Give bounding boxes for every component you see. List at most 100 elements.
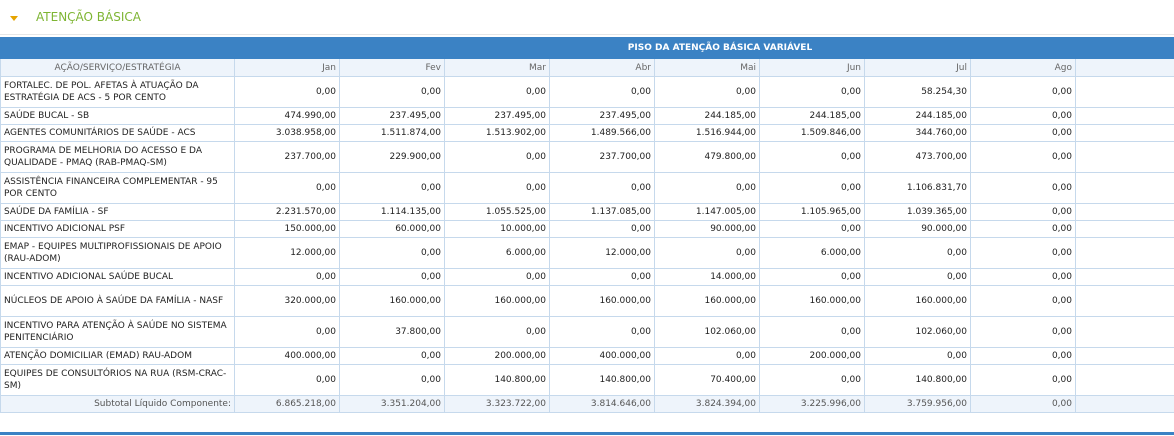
subtotal-value: 6.865.218,00 <box>234 395 340 413</box>
table-row: SAÚDE BUCAL - SB 474.990,00 237.495,00 237.… <box>0 107 1174 125</box>
cell-value: 0,00 <box>970 203 1076 221</box>
table-row: INCENTIVO ADICIONAL PSF 150.000,00 60.000,… <box>0 220 1174 238</box>
cell-value: 0,00 <box>759 220 865 238</box>
cell-value: 0,00 <box>444 172 550 204</box>
cell-value: 344.760,00 <box>864 124 971 142</box>
cell-value: 0,00 <box>339 268 445 286</box>
table-row: NÚCLEOS DE APOIO À SAÚDE DA FAMÍLIA - NA… <box>0 285 1174 317</box>
cell-value: 0,00 <box>444 76 550 108</box>
group-header-title: PISO DA ATENÇÃO BÁSICA VARIÁVEL <box>234 37 1174 59</box>
row-label: SAÚDE DA FAMÍLIA - SF <box>0 203 235 221</box>
cell-value: 244.185,00 <box>759 107 865 125</box>
cell-value: 0,00 <box>970 237 1076 269</box>
cell-value: 479.800,00 <box>654 141 760 173</box>
cell-value: 1.055.525,00 <box>444 203 550 221</box>
cell-value: 1.489.566,00 <box>549 124 655 142</box>
subtotal-value: 0,00 <box>1075 395 1174 413</box>
subtotal-label: Subtotal Líquido Componente: <box>0 395 235 413</box>
cell-value: 0,00 <box>864 268 971 286</box>
cell-value: 0,00 <box>444 316 550 348</box>
cell-value: 0,00 <box>339 237 445 269</box>
table-row: FORTALEC. DE POL. AFETAS À ATUAÇÃO DA ES… <box>0 76 1174 108</box>
cell-value: 0,00 <box>1075 172 1174 204</box>
cell-value: 0,00 <box>339 364 445 396</box>
cell-value: 0,00 <box>970 268 1076 286</box>
row-label: INCENTIVO ADICIONAL SAÚDE BUCAL <box>0 268 235 286</box>
column-header-action: AÇÃO/SERVIÇO/ESTRATÉGIA <box>0 58 235 77</box>
row-label: NÚCLEOS DE APOIO À SAÚDE DA FAMÍLIA - NA… <box>0 285 235 317</box>
column-header-month: Fev <box>339 58 445 77</box>
cell-value: 0,00 <box>444 141 550 173</box>
cell-value: 0,00 <box>970 172 1076 204</box>
cell-value: 140.800,00 <box>444 364 550 396</box>
cell-value: 60.000,00 <box>339 220 445 238</box>
cell-value: 140.800,00 <box>549 364 655 396</box>
cell-value: 0,00 <box>970 364 1076 396</box>
cell-value: 0,00 <box>759 76 865 108</box>
cell-value: 0,00 <box>970 285 1076 317</box>
table-row: AGENTES COMUNITÁRIOS DE SAÚDE - ACS 3.038… <box>0 124 1174 142</box>
row-label: AGENTES COMUNITÁRIOS DE SAÚDE - ACS <box>0 124 235 142</box>
cell-value: 12.000,00 <box>549 237 655 269</box>
table-row: EMAP - EQUIPES MULTIPROFISSIONAIS DE APO… <box>0 237 1174 269</box>
cell-value: 0,00 <box>654 76 760 108</box>
caret-down-icon[interactable] <box>10 15 18 21</box>
cell-value: 0,00 <box>970 347 1076 365</box>
table-row: PROGRAMA DE MELHORIA DO ACESSO E DA QUAL… <box>0 141 1174 173</box>
cell-value: 6.000,00 <box>444 237 550 269</box>
column-header-month: Mar <box>444 58 550 77</box>
cell-value: 0,00 <box>1075 364 1174 396</box>
cell-value: 102.060,00 <box>864 316 971 348</box>
cell-value: 237.700,00 <box>234 141 340 173</box>
cell-value: 90.000,00 <box>864 220 971 238</box>
cell-value: 0,00 <box>1075 347 1174 365</box>
cell-value: 1.106.831,70 <box>864 172 971 204</box>
cell-value: 474.990,00 <box>234 107 340 125</box>
cell-value: 0,00 <box>1075 237 1174 269</box>
cell-value: 1.509.846,00 <box>759 124 865 142</box>
cell-value: 90.000,00 <box>654 220 760 238</box>
cell-value: 0,00 <box>339 172 445 204</box>
column-header-month: Jun <box>759 58 865 77</box>
cell-value: 6.000,00 <box>759 237 865 269</box>
cell-value: 0,00 <box>234 268 340 286</box>
column-header-month: Jul <box>864 58 971 77</box>
cell-value: 1.516.944,00 <box>654 124 760 142</box>
cell-value: 1.511.874,00 <box>339 124 445 142</box>
row-label: ASSISTÊNCIA FINANCEIRA COMPLEMENTAR - 95… <box>0 172 235 204</box>
table-container: PISO DA ATENÇÃO BÁSICA VARIÁVEL AÇÃO/SER… <box>0 37 1174 419</box>
cell-value: 0,00 <box>1075 220 1174 238</box>
cell-value: 1.114.135,00 <box>339 203 445 221</box>
cell-value: 0,00 <box>1075 76 1174 108</box>
cell-value: 0,00 <box>970 124 1076 142</box>
cell-value: 12.000,00 <box>234 237 340 269</box>
cell-value: 0,00 <box>654 172 760 204</box>
table-row: INCENTIVO PARA ATENÇÃO À SAÚDE NO SISTEM… <box>0 316 1174 348</box>
cell-value: 70.400,00 <box>654 364 760 396</box>
cell-value: 229.900,00 <box>339 141 445 173</box>
column-header-row: AÇÃO/SERVIÇO/ESTRATÉGIA Jan Fev Mar Abr Mai Ju… <box>0 58 1174 77</box>
cell-value: 0,00 <box>759 364 865 396</box>
subtotal-value: 3.351.204,00 <box>339 395 445 413</box>
section-header[interactable]: ATENÇÃO BÁSICA <box>0 0 1174 35</box>
cell-value: 0,00 <box>654 237 760 269</box>
cell-value: 400.000,00 <box>549 347 655 365</box>
cell-value: 0,00 <box>1075 203 1174 221</box>
cell-value: 0,00 <box>1075 268 1174 286</box>
column-header-month: Ago <box>970 58 1076 77</box>
section-title: ATENÇÃO BÁSICA <box>36 10 141 24</box>
cell-value: 0,00 <box>549 316 655 348</box>
table-row: ASSISTÊNCIA FINANCEIRA COMPLEMENTAR - 95… <box>0 172 1174 204</box>
cell-value: 0,00 <box>549 172 655 204</box>
row-label: EQUIPES DE CONSULTÓRIOS NA RUA (RSM-CRAC… <box>0 364 235 396</box>
cell-value: 237.700,00 <box>549 141 655 173</box>
data-table: PISO DA ATENÇÃO BÁSICA VARIÁVEL AÇÃO/SER… <box>0 37 1174 413</box>
cell-value: 160.000,00 <box>444 285 550 317</box>
cell-value: 0,00 <box>759 172 865 204</box>
subtotal-value: 3.814.646,00 <box>549 395 655 413</box>
cell-value: 0,00 <box>970 76 1076 108</box>
cell-value: 0,00 <box>339 347 445 365</box>
cell-value: 0,00 <box>970 107 1076 125</box>
cell-value: 37.800,00 <box>339 316 445 348</box>
row-label: PROGRAMA DE MELHORIA DO ACESSO E DA QUAL… <box>0 141 235 173</box>
